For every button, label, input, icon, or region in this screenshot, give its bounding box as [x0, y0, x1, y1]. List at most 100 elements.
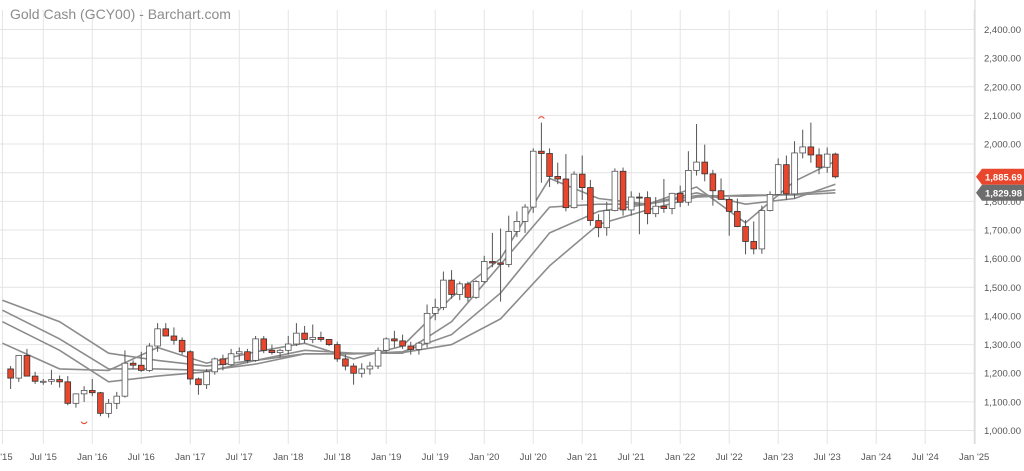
candle-body — [570, 173, 578, 209]
x-tick-label: Jan '19 — [371, 452, 401, 463]
y-tick-label: 2,400.00 — [984, 25, 1021, 36]
candle — [309, 324, 317, 344]
candle — [652, 197, 659, 218]
candle — [15, 355, 23, 382]
candle-body — [268, 349, 276, 354]
x-tick-label: Jan '22 — [665, 452, 695, 463]
candle-body — [660, 205, 668, 209]
candle-body — [521, 206, 529, 222]
candle — [538, 122, 545, 183]
candle — [195, 377, 202, 395]
candle-body — [276, 349, 284, 354]
candle — [799, 129, 806, 159]
candle — [113, 391, 121, 410]
candle — [382, 337, 390, 354]
x-tick-label: Jul '17 — [226, 452, 253, 463]
candle — [40, 378, 47, 385]
candle — [431, 298, 439, 321]
candle-body — [195, 378, 202, 386]
candle-body — [178, 339, 186, 353]
candle — [783, 155, 790, 200]
x-tick-label: Jul '22 — [716, 452, 743, 463]
x-tick-label: Jan '21 — [567, 452, 597, 463]
candle — [480, 255, 488, 283]
candle — [293, 323, 300, 347]
candle-body — [750, 241, 757, 250]
candle-body — [146, 345, 153, 371]
candle — [154, 323, 161, 352]
candle-body — [644, 197, 651, 215]
candle-body — [799, 146, 806, 154]
candle — [660, 179, 668, 213]
candle — [317, 331, 325, 342]
candle — [260, 336, 268, 354]
candle — [505, 215, 512, 268]
y-tick-label: 2,200.00 — [984, 82, 1021, 93]
x-tick-label: Jul '19 — [422, 452, 449, 463]
candle-layer — [7, 122, 839, 418]
candle — [570, 171, 578, 209]
candle-body — [301, 332, 308, 340]
candle-body — [766, 194, 774, 211]
candle-body — [717, 190, 725, 200]
candle-body — [783, 164, 790, 195]
candle-body — [611, 170, 619, 211]
chart-title: Gold Cash (GCY00) - Barchart.com — [10, 6, 231, 22]
x-tick-label: Jul '15 — [30, 452, 57, 463]
last-price-tag-label: 1,885.69 — [985, 172, 1022, 183]
candle — [211, 357, 219, 375]
candle-body — [113, 395, 121, 404]
y-tick-label: 2,100.00 — [984, 111, 1021, 122]
candle-body — [325, 339, 333, 345]
candle-body — [358, 368, 366, 374]
candle — [521, 204, 529, 233]
candle — [227, 348, 235, 367]
candle — [423, 304, 431, 348]
marker-layer — [80, 116, 545, 425]
candle-body — [619, 170, 627, 211]
candle — [252, 336, 259, 362]
candle — [587, 179, 594, 226]
candle-body — [97, 392, 104, 414]
candle-body — [497, 262, 504, 265]
candle — [350, 363, 357, 385]
candle-body — [187, 351, 194, 380]
moving-average-line — [2, 160, 836, 372]
candle — [774, 158, 782, 196]
x-tick-label: Jan '17 — [175, 452, 205, 463]
candle — [472, 280, 480, 299]
candle-body — [309, 337, 317, 340]
candle-body — [725, 198, 733, 212]
candle — [80, 386, 88, 402]
candle — [497, 228, 504, 302]
candle-body — [129, 362, 137, 366]
candle-body — [7, 368, 14, 379]
candle — [644, 191, 651, 225]
candle — [823, 147, 831, 173]
candle — [342, 354, 349, 371]
grid-layer — [0, 0, 976, 444]
candle-body — [64, 381, 72, 404]
candle-body — [415, 342, 423, 350]
y-tick-label: 1,300.00 — [984, 340, 1021, 351]
candle-body — [587, 187, 594, 221]
candle-body — [742, 226, 749, 242]
candle — [105, 399, 112, 418]
candle — [268, 344, 276, 355]
candle-body — [807, 146, 815, 156]
candle — [64, 376, 72, 406]
candle — [72, 393, 80, 408]
candle-body — [603, 210, 610, 229]
candle — [578, 155, 586, 200]
ma-price-tag-label: 1,829.98 — [985, 188, 1022, 199]
candle-body — [236, 351, 243, 355]
candle — [415, 341, 423, 355]
candle — [619, 167, 627, 216]
candle — [709, 169, 717, 206]
candle — [121, 350, 129, 398]
candle — [325, 338, 333, 347]
y-tick-label: 1,100.00 — [984, 397, 1021, 408]
candle-body — [317, 337, 325, 340]
candle-body — [80, 390, 88, 395]
